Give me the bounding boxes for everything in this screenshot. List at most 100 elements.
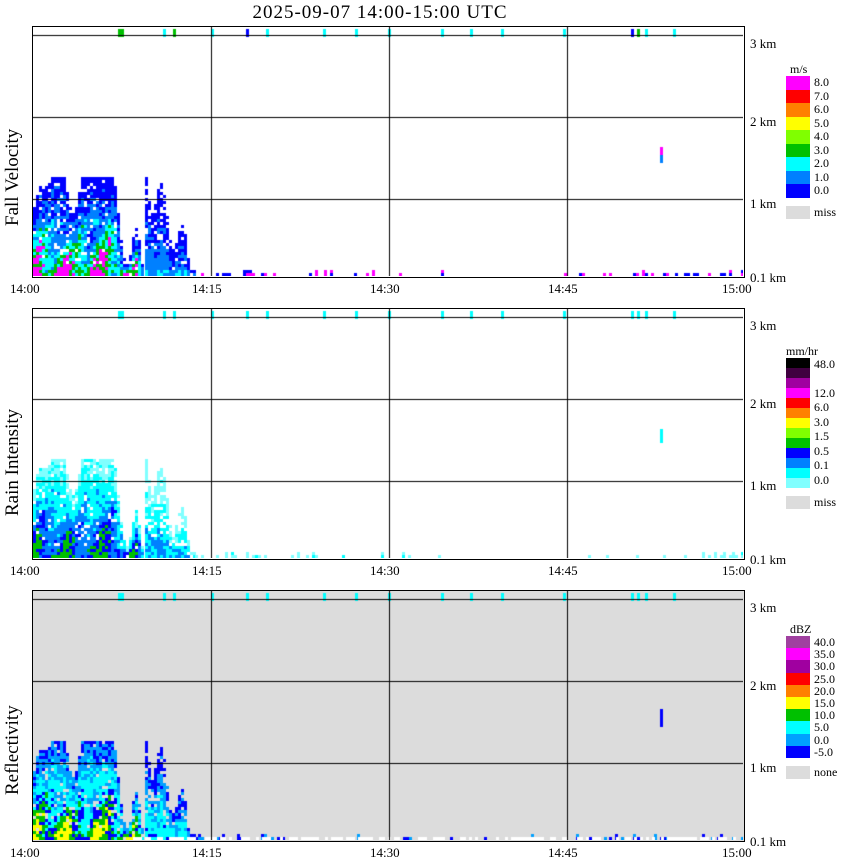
colorbar-tick-label: 0.5 [814,443,829,458]
xtick-1445-p2: 14:45 [548,845,578,860]
colorbar-swatch [786,648,810,661]
colorbar-tick-label: 5.0 [814,720,829,735]
colorbar-tick-label: -5.0 [814,744,833,759]
panel-label-rain-intensity: Rain Intensity [2,408,23,517]
ytick-01km-p0: 0.1 km [750,270,787,285]
ytick-01km-p2: 0.1 km [750,834,787,849]
colorbar-tick-label: 0.0 [814,732,829,747]
colorbar-missing-swatch [786,766,810,779]
xtick-1415-p1: 14:15 [192,563,222,578]
colorbar-tick-label: 48.0 [814,357,835,371]
colorbar-swatch [786,76,810,90]
xtick-1500-p1: 15:00 [722,563,752,578]
figure-title: 2025-09-07 14:00-15:00 UTC [252,2,508,23]
xtick-1445-p0: 14:45 [548,281,578,296]
colorbar-swatch [786,660,810,673]
colorbar-units-reflectivity: dBZ [790,622,812,636]
colorbar-missing-label: miss [814,205,837,219]
colorbar-tick-label: 8.0 [814,75,829,89]
colorbar-swatch [786,157,810,171]
colorbar-tick-label: 35.0 [814,647,835,662]
ytick-2km-p1: 2 km [750,396,777,411]
colorbar-swatch [786,636,810,649]
xtick-1500-p0: 15:00 [722,281,752,296]
colorbar-missing-swatch [786,496,810,509]
colorbar-swatch [786,468,810,478]
colorbar-tick-label: 20.0 [814,683,835,698]
colorbar-tick-label: 10.0 [814,708,835,723]
panel-label-reflectivity: Reflectivity [2,705,23,796]
colorbar-tick-label: 30.0 [814,659,835,674]
colorbar-swatch [786,448,810,458]
colorbar-swatch [786,696,810,710]
ytick-3km-p0: 3 km [750,36,777,51]
colorbar-swatch [786,733,810,746]
colorbar-tick-label: 0.0 [814,183,829,198]
plot-area-rain-intensity [32,308,745,560]
colorbar-tick-label: 6.0 [814,102,829,117]
colorbar-tick-label: 7.0 [814,88,829,103]
colorbar-tick-label: 0.0 [814,472,829,487]
xtick-1415-p0: 14:15 [192,281,222,296]
colorbar-tick-label: 3.0 [814,142,829,157]
colorbar-tick-label: 5.0 [814,115,829,130]
colorbar-tick-label: 4.0 [814,129,829,144]
colorbar-swatch [786,458,810,468]
xtick-1430-p2: 14:30 [370,845,400,860]
plot-area-fall-velocity [32,26,745,278]
ytick-1km-p1: 1 km [750,478,777,493]
colorbar-swatch [786,408,810,418]
colorbar-swatch [786,428,810,438]
colorbar-swatch [786,721,810,734]
xtick-1430-p1: 14:30 [370,563,400,578]
ytick-01km-p1: 0.1 km [750,552,787,567]
colorbar-missing-label: none [814,765,838,779]
colorbar-swatch [786,684,810,697]
xtick-1445-p1: 14:45 [548,563,578,578]
xtick-1500-p2: 15:00 [722,845,752,860]
colorbar-swatch [786,89,810,104]
colorbar-swatch [786,378,810,388]
colorbar-swatch [786,478,810,488]
colorbar-swatch [786,368,810,378]
colorbar-tick-label: 25.0 [814,671,835,686]
xtick-1400-p1: 14:00 [10,563,40,578]
colorbar-units-rain-intensity: mm/hr [786,344,818,358]
colorbar-tick-label: 1.5 [814,429,829,444]
colorbar-missing-label: miss [814,495,837,509]
colorbar-swatch [786,184,810,198]
colorbar-swatch [786,116,810,131]
xtick-1400-p0: 14:00 [10,281,40,296]
colorbar-swatch [786,130,810,144]
colorbar-tick-label: 6.0 [814,400,829,415]
panel-label-fall-velocity: Fall Velocity [2,128,23,227]
colorbar-missing-swatch [786,206,810,219]
colorbar-swatch [786,388,810,398]
colorbar-swatch [786,103,810,117]
colorbar-tick-label: 3.0 [814,414,829,429]
colorbar-swatch [786,143,810,158]
colorbar-tick-label: 2.0 [814,156,829,171]
colorbar-tick-label: 0.1 [814,458,829,473]
plot-area-reflectivity [32,590,745,842]
colorbar-tick-label: 40.0 [814,635,835,649]
xtick-1400-p2: 14:00 [10,845,40,860]
colorbar-tick-label: 1.0 [814,169,829,184]
colorbar-swatch [786,672,810,685]
ytick-3km-p1: 3 km [750,318,777,333]
ytick-2km-p2: 2 km [750,678,777,693]
xtick-1415-p2: 14:15 [192,845,222,860]
xtick-1430-p0: 14:30 [370,281,400,296]
colorbar-tick-label: 15.0 [814,696,835,710]
colorbar-swatch [786,170,810,185]
colorbar-swatch [786,709,810,722]
colorbar-swatch [786,418,810,428]
ytick-2km-p0: 2 km [750,114,777,129]
ytick-1km-p2: 1 km [750,760,777,775]
colorbar-swatch [786,438,810,448]
colorbar-swatch [786,398,810,408]
ytick-1km-p0: 1 km [750,196,777,211]
colorbar-swatch [786,358,810,368]
colorbar-swatch [786,745,810,758]
